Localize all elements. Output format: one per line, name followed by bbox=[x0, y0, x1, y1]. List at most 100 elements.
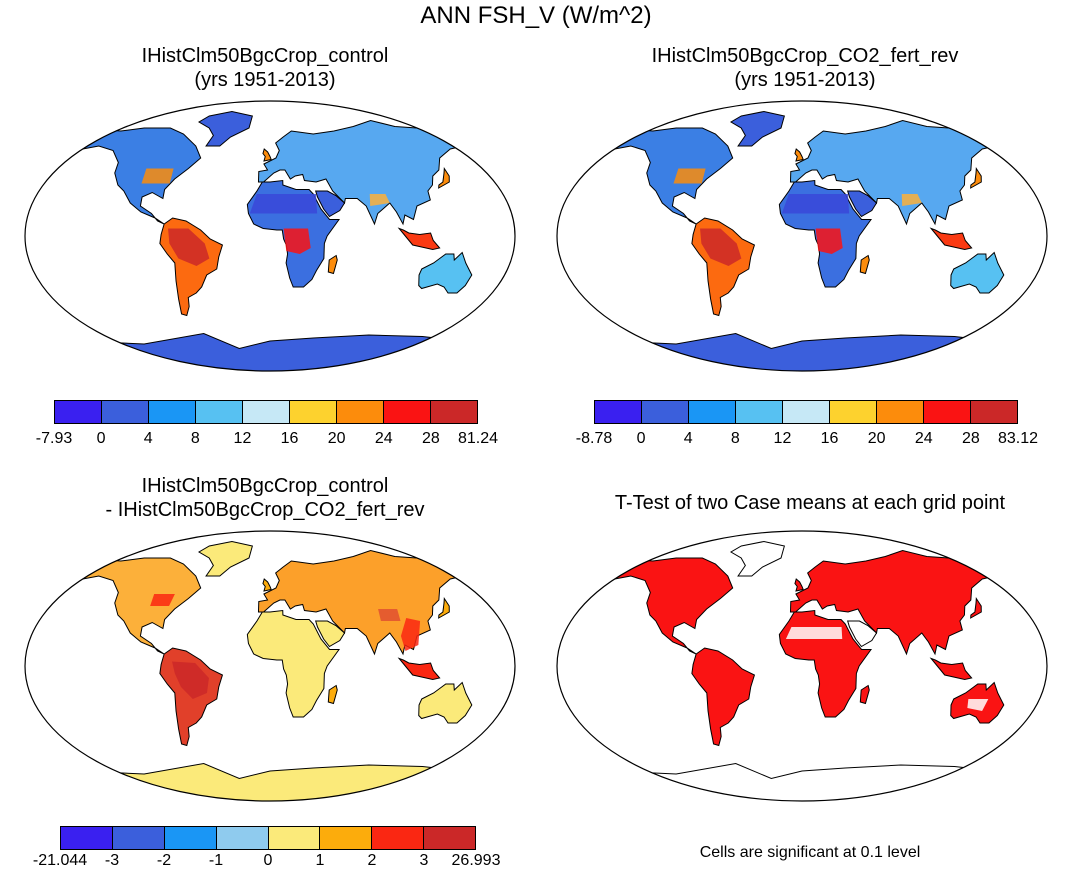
map-border bbox=[556, 100, 1048, 372]
landmass-indonesia bbox=[929, 227, 973, 251]
panel-3-title-line-2: - IHistClm50BgcCrop_CO2_fert_rev bbox=[105, 499, 425, 521]
colorbar-swatch bbox=[830, 401, 877, 423]
panel-2-colorbar bbox=[594, 400, 1018, 424]
panel-2-map bbox=[556, 100, 1048, 372]
panel-1-title-line-2: (yrs 1951-2013) bbox=[194, 69, 336, 91]
landmass-arabia bbox=[847, 190, 878, 218]
landmass-madagascar bbox=[859, 684, 870, 705]
colorbar-swatch bbox=[642, 401, 689, 423]
panel-1-colorbar bbox=[54, 400, 478, 424]
colorbar-swatch bbox=[337, 401, 384, 423]
colorbar-swatch bbox=[384, 401, 431, 423]
panel-2-title: IHistClm50BgcCrop_CO2_fert_rev (yrs 1951… bbox=[580, 44, 1030, 92]
colorbar-label: 8 bbox=[190, 430, 200, 447]
colorbar-label: -21.044 bbox=[32, 852, 88, 869]
colorbar-swatch bbox=[320, 827, 373, 849]
colorbar-label: 16 bbox=[280, 430, 299, 447]
colorbar-label: 0 bbox=[263, 852, 273, 869]
map-border bbox=[24, 100, 516, 372]
colorbar-swatch bbox=[877, 401, 924, 423]
colorbar-label: -8.78 bbox=[575, 430, 613, 447]
map-value-region bbox=[172, 661, 209, 699]
colorbar-label: -1 bbox=[208, 852, 224, 869]
colorbar-label: 8 bbox=[730, 430, 740, 447]
map-border bbox=[556, 530, 1048, 802]
landmass-northAmerica bbox=[82, 557, 202, 655]
landmass-southAmerica bbox=[691, 647, 756, 747]
panel-2-title-line-2: (yrs 1951-2013) bbox=[734, 69, 876, 91]
colorbar-swatch bbox=[216, 827, 269, 849]
colorbar-swatch bbox=[736, 401, 783, 423]
panel-3-map bbox=[24, 530, 516, 802]
panel-1-colorbar-labels: -7.93 0 4 8 12 16 20 24 28 81.24 bbox=[36, 430, 498, 450]
panel-1-title-line-1: IHistClm50BgcCrop_control bbox=[141, 45, 389, 67]
map-value-region bbox=[141, 168, 174, 184]
colorbar-swatch bbox=[595, 401, 642, 423]
landmass-greenland bbox=[197, 540, 253, 577]
panel-1-map bbox=[24, 100, 516, 372]
colorbar-swatch bbox=[372, 827, 425, 849]
map-value-region bbox=[168, 228, 210, 266]
colorbar-swatch bbox=[268, 827, 321, 849]
colorbar-label: 28 bbox=[961, 430, 980, 447]
landmass-indonesia bbox=[397, 227, 441, 251]
landmass-africa bbox=[246, 609, 341, 718]
landmass-arabia bbox=[847, 620, 878, 648]
landmass-northAmerica bbox=[614, 557, 734, 655]
map-value-region bbox=[901, 194, 922, 206]
colorbar-label: 2 bbox=[367, 852, 377, 869]
colorbar-swatch bbox=[164, 827, 217, 849]
colorbar-swatch bbox=[196, 401, 243, 423]
landmass-greenland bbox=[729, 110, 785, 147]
map-value-region bbox=[815, 228, 843, 254]
map-value-region bbox=[967, 699, 989, 711]
landmass-arabia bbox=[315, 620, 346, 648]
significance-note: Cells are significant at 0.1 level bbox=[699, 844, 921, 861]
map-value-region bbox=[400, 618, 421, 651]
landmass-australia bbox=[418, 251, 473, 294]
colorbar-swatch bbox=[102, 401, 149, 423]
panel-2-colorbar-labels: -8.78 0 4 8 12 16 20 24 28 83.12 bbox=[576, 430, 1038, 450]
colorbar-swatch bbox=[971, 401, 1017, 423]
colorbar-label: 20 bbox=[327, 430, 346, 447]
landmass-australia bbox=[950, 251, 1005, 294]
landmass-australia bbox=[418, 681, 473, 724]
colorbar-label: 20 bbox=[867, 430, 886, 447]
panel-3-title: IHistClm50BgcCrop_control - IHistClm50Bg… bbox=[40, 474, 490, 522]
map-value-region bbox=[700, 228, 742, 266]
colorbar-label: 16 bbox=[820, 430, 839, 447]
colorbar-label: 4 bbox=[143, 430, 153, 447]
map-value-region bbox=[369, 194, 390, 206]
colorbar-label: 24 bbox=[374, 430, 393, 447]
colorbar-label: -7.93 bbox=[35, 430, 73, 447]
panel-1-title: IHistClm50BgcCrop_control (yrs 1951-2013… bbox=[40, 44, 490, 92]
landmass-madagascar bbox=[327, 684, 338, 705]
colorbar-label: 0 bbox=[636, 430, 646, 447]
colorbar-label: 4 bbox=[683, 430, 693, 447]
panel-4-title: T-Test of two Case means at each grid po… bbox=[560, 491, 1060, 515]
colorbar-label: 81.24 bbox=[457, 430, 499, 447]
colorbar-label: 26.993 bbox=[451, 852, 501, 869]
colorbar-swatch bbox=[689, 401, 736, 423]
colorbar-swatch bbox=[112, 827, 165, 849]
colorbar-label: -3 bbox=[104, 852, 120, 869]
landmass-japan bbox=[438, 166, 450, 189]
colorbar-label: 24 bbox=[914, 430, 933, 447]
landmass-arabia bbox=[315, 190, 346, 218]
map-value-region bbox=[150, 594, 175, 606]
map-border bbox=[24, 530, 516, 802]
panel-4-map bbox=[556, 530, 1048, 802]
landmass-eurasia bbox=[789, 549, 998, 656]
colorbar-label: 0 bbox=[96, 430, 106, 447]
panel-2-title-line-1: IHistClm50BgcCrop_CO2_fert_rev bbox=[651, 45, 959, 67]
landmass-japan bbox=[970, 596, 982, 619]
colorbar-swatch bbox=[61, 827, 113, 849]
colorbar-swatch bbox=[431, 401, 477, 423]
colorbar-swatch bbox=[55, 401, 102, 423]
colorbar-swatch bbox=[783, 401, 830, 423]
colorbar-swatch bbox=[924, 401, 971, 423]
landmass-northAmerica bbox=[82, 127, 202, 225]
map-value-region bbox=[785, 627, 843, 639]
colorbar-label: 12 bbox=[773, 430, 792, 447]
landmass-uk bbox=[794, 578, 804, 592]
